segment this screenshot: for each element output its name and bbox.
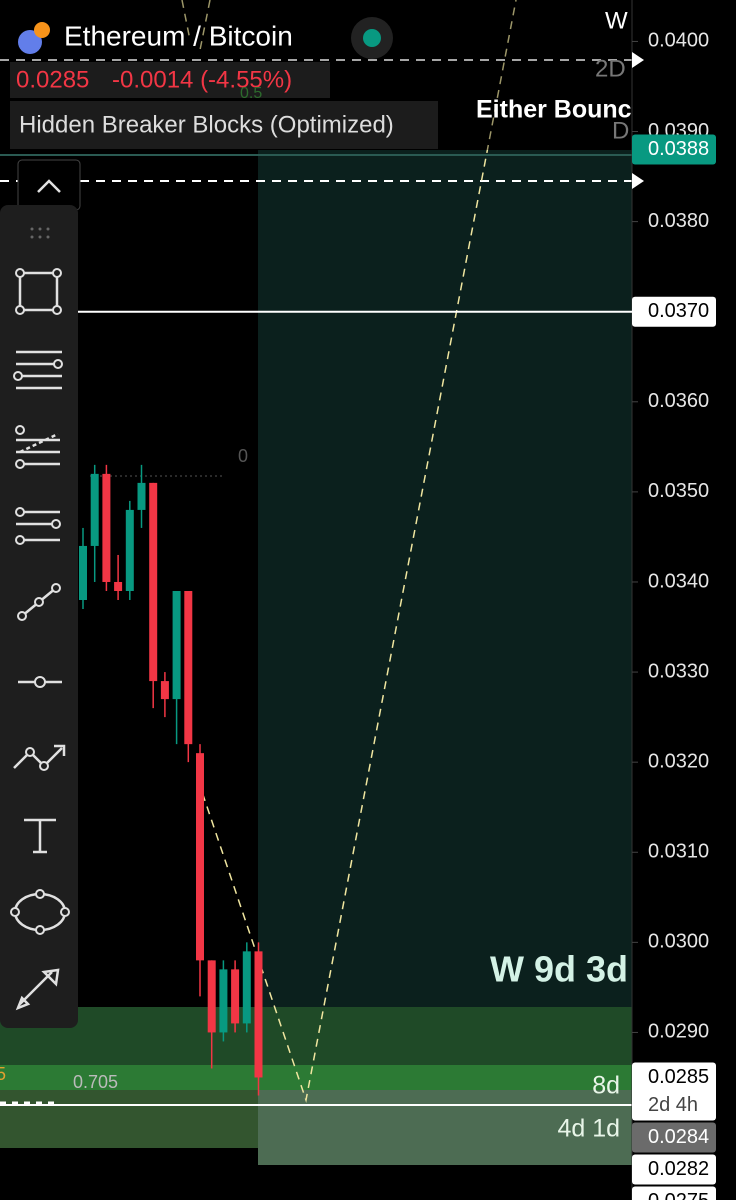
symbol: Ethereum / Bitcoin	[64, 20, 293, 51]
last-price: 0.0285	[16, 66, 89, 93]
price-tag-label: 0.0285	[648, 1066, 709, 1088]
y-tick-label: 0.0330	[648, 660, 709, 682]
arrow-tool[interactable]	[15, 968, 60, 1011]
trendline-tool[interactable]	[17, 583, 61, 621]
y-tick-label: 0.0300	[648, 931, 709, 953]
path-tool[interactable]	[13, 744, 66, 771]
candle-body	[184, 590, 193, 745]
y-tick-label: 0.0320	[648, 750, 709, 772]
toolbar-icons	[10, 227, 70, 1011]
axis-arrow	[632, 173, 644, 189]
annotation: D	[612, 117, 629, 144]
timeframe-label: 4d 1d	[557, 1115, 620, 1143]
ellipse-tool[interactable]	[10, 889, 70, 935]
price-tag-label: 0.0388	[648, 138, 709, 160]
projection-path	[197, 0, 517, 1103]
y-tick-label: 0.0350	[648, 480, 709, 502]
projection-path	[181, 0, 191, 41]
annotation: Either Bounc	[476, 96, 632, 124]
price-axis: 0.04000.03900.03800.03700.03600.03500.03…	[631, 0, 736, 1200]
price-box	[10, 62, 330, 98]
hline-tool[interactable]	[18, 676, 62, 688]
y-tick-label: 0.0360	[648, 390, 709, 412]
candle-body	[219, 969, 228, 1033]
candle-body	[125, 509, 134, 591]
candle-body	[196, 753, 204, 961]
indicator-name: Hidden Breaker Blocks (Optimized)	[19, 111, 394, 138]
candle-body	[160, 681, 169, 700]
text-tool[interactable]	[24, 818, 56, 854]
price-tag-label: 0.0370	[648, 300, 709, 322]
price-tag	[632, 134, 716, 165]
price-tag	[632, 1062, 716, 1121]
chevron-icon	[37, 179, 61, 193]
fib-label: 0	[238, 446, 248, 466]
price-tag	[632, 1154, 716, 1185]
candle-body	[149, 482, 158, 682]
candle-body	[114, 581, 123, 591]
candle-body	[172, 590, 181, 700]
indicator-box	[10, 101, 438, 149]
axis-arrow	[632, 52, 644, 68]
eth-icon	[18, 30, 42, 54]
candle-body	[254, 951, 263, 1078]
btc-icon	[34, 22, 50, 38]
countdown: 2d 4h	[648, 1094, 698, 1116]
timeframe-label: W 9d 3d	[490, 949, 628, 990]
candle-body	[102, 473, 111, 582]
fib-label: 5	[0, 1064, 6, 1084]
y-tick-label: 0.0400	[648, 30, 709, 52]
lower-teal-zone	[258, 1090, 632, 1165]
candles	[79, 464, 263, 1096]
candle-body	[79, 545, 87, 600]
axis-bg	[632, 0, 736, 1200]
price-tag-label: 0.0275	[648, 1190, 709, 1200]
y-tick-label: 0.0340	[648, 570, 709, 592]
green-strip	[0, 1065, 632, 1090]
rectangle-tool[interactable]	[15, 268, 62, 315]
candle-body	[207, 960, 216, 1033]
toolbar	[0, 205, 78, 1028]
price-tag	[632, 296, 716, 327]
parallel-tool[interactable]	[13, 350, 63, 390]
candle-body	[90, 473, 99, 546]
y-tick-label: 0.0310	[648, 841, 709, 863]
annotation: W	[605, 7, 628, 34]
status-dot	[363, 29, 381, 47]
price-change: -0.0014 (-4.55%)	[112, 66, 292, 93]
price-tag-label: 0.0284	[648, 1126, 709, 1148]
candle-body	[231, 969, 240, 1024]
teal-zone	[258, 150, 632, 1165]
fib-ext-tool[interactable]	[15, 507, 61, 545]
candle-body	[242, 951, 251, 1024]
price-tag-label: 0.0282	[648, 1158, 709, 1180]
y-tick-label: 0.0380	[648, 210, 709, 232]
fib-tool[interactable]	[15, 425, 60, 469]
annotation: 2D	[595, 55, 626, 82]
fib-label: 0.5	[240, 85, 262, 102]
timeframe-label: 8d	[592, 1072, 620, 1100]
projection-path	[199, 0, 211, 51]
collapse-button[interactable]	[17, 159, 81, 211]
y-tick-label: 0.0290	[648, 1021, 709, 1043]
price-tag	[632, 1122, 716, 1153]
candle-body	[137, 482, 146, 510]
fib-label: 0.705	[73, 1072, 118, 1092]
price-tag	[632, 1186, 716, 1200]
